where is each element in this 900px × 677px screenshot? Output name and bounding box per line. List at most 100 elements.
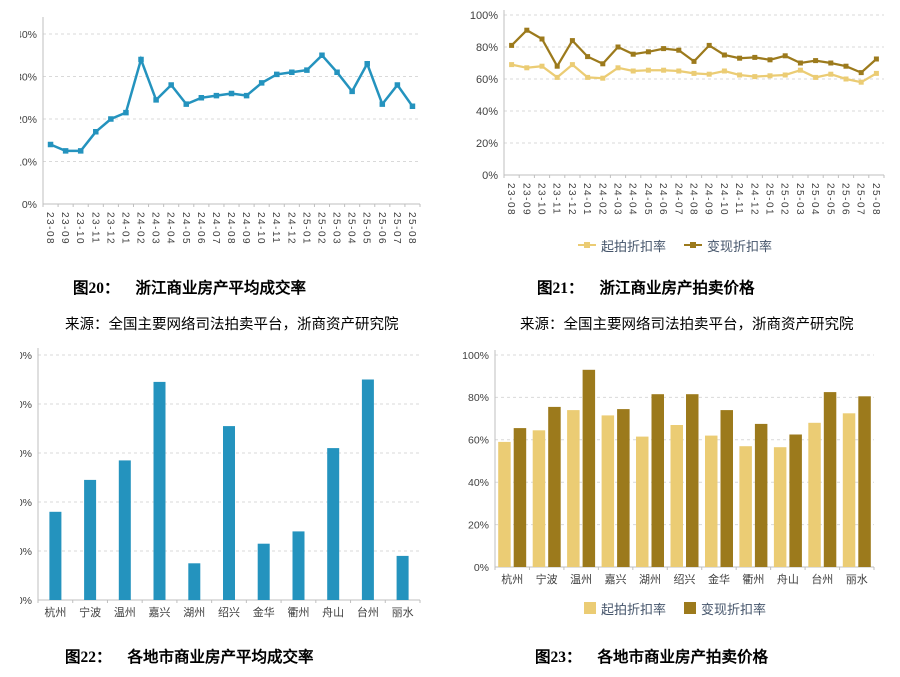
svg-text:24-01: 24-01 (581, 183, 592, 216)
svg-text:24-08: 24-08 (688, 183, 699, 216)
svg-text:80%: 80% (476, 42, 498, 54)
figure23-caption-title: 各地市商业房产拍卖价格 (597, 649, 769, 666)
svg-text:60%: 60% (468, 435, 489, 447)
svg-text:衢州: 衢州 (742, 573, 764, 586)
svg-text:台州: 台州 (357, 605, 379, 619)
qipai-swatch-icon (583, 602, 596, 614)
svg-text:衢州: 衢州 (287, 606, 309, 619)
legend-item-qipai: 起拍折扣率 (577, 236, 666, 255)
svg-text:25-04: 25-04 (809, 183, 820, 216)
svg-text:80%: 80% (468, 392, 489, 404)
svg-text:40%: 40% (20, 29, 37, 41)
figure22-caption: 图22： 各地市商业房产平均成交率 (65, 645, 314, 667)
svg-text:24-05: 24-05 (180, 212, 191, 245)
bianxian-swatch-icon (684, 602, 696, 614)
svg-text:24-12: 24-12 (748, 183, 759, 216)
svg-text:24-04: 24-04 (627, 183, 638, 216)
svg-text:100%: 100% (470, 10, 498, 22)
figure20-caption-label: 图20： (73, 280, 120, 297)
svg-text:30%: 30% (20, 448, 32, 460)
svg-text:25-02: 25-02 (315, 212, 326, 245)
svg-text:25-08: 25-08 (406, 212, 417, 245)
svg-text:24-03: 24-03 (612, 183, 623, 216)
figure20-panel: 0% 10% 20% 30% 40% 23-08 23-09 23-10 23-11 23-12 2… (16, 5, 450, 270)
svg-text:金华: 金华 (708, 572, 730, 586)
svg-text:24-11: 24-11 (270, 212, 281, 244)
svg-text:25-07: 25-07 (855, 183, 866, 216)
svg-text:20%: 20% (20, 497, 32, 509)
legend-item-bianxian: 变现折扣率 (684, 236, 772, 255)
legend-label-qipai-bars: 起拍折扣率 (600, 601, 666, 617)
svg-text:50%: 50% (20, 350, 32, 362)
svg-text:杭州: 杭州 (501, 572, 523, 586)
svg-text:25-01: 25-01 (300, 212, 311, 245)
figure23-panel: 0% 20% 40% 60% 80% 100% 杭州 宁波 温州 嘉兴 湖州 绍兴 金华 衢州 舟山 台州 丽水 (455, 345, 895, 597)
svg-text:24-06: 24-06 (657, 183, 668, 216)
bianxian-line-marker-icon (684, 241, 702, 249)
svg-text:25-03: 25-03 (331, 212, 342, 245)
figure20-line-chart: 0% 10% 20% 30% 40% 23-08 23-09 23-10 23-11 23-12 2… (16, 5, 450, 270)
legend-label-bianxian-bars: 变现折扣率 (701, 601, 767, 617)
svg-text:24-10: 24-10 (255, 212, 266, 245)
figure22-caption-title: 各地市商业房产平均成交率 (127, 649, 314, 666)
legend-item-qipai-bars: 起拍折扣率 (583, 599, 666, 618)
figure23-caption-label: 图23： (535, 649, 582, 666)
figure21-panel: 0% 20% 40% 60% 80% 100% 23-08 23-09 23-10 23-11 23… (455, 5, 895, 247)
figure21-source-note: 来源：全国主要网络司法拍卖平台，浙商资产研究院 (520, 317, 854, 333)
svg-text:25-08: 25-08 (870, 183, 881, 216)
svg-text:24-10: 24-10 (718, 183, 729, 216)
svg-text:23-10: 23-10 (536, 183, 547, 216)
figure23-bar-chart: 0% 20% 40% 60% 80% 100% 杭州 宁波 温州 嘉兴 湖州 绍兴 金华 衢州 舟山 台州 丽水 (455, 345, 895, 600)
figure21-caption: 图21： 浙江商业房产拍卖价格 (537, 276, 755, 298)
svg-text:25-04: 25-04 (346, 212, 357, 245)
svg-text:宁波: 宁波 (536, 572, 558, 586)
svg-text:25-01: 25-01 (764, 183, 775, 216)
svg-text:宁波: 宁波 (79, 605, 101, 619)
svg-text:25-05: 25-05 (361, 212, 372, 245)
svg-text:40%: 40% (476, 106, 498, 118)
svg-text:100%: 100% (462, 350, 489, 362)
svg-text:10%: 10% (20, 156, 37, 168)
figure21-line-chart: 0% 20% 40% 60% 80% 100% 23-08 23-09 23-10 23-11 23… (455, 5, 895, 250)
legend-label-qipai: 起拍折扣率 (600, 238, 666, 254)
svg-text:丽水: 丽水 (392, 606, 414, 619)
svg-text:24-11: 24-11 (733, 183, 744, 215)
svg-text:30%: 30% (20, 71, 37, 83)
svg-text:24-08: 24-08 (225, 212, 236, 245)
svg-text:25-05: 25-05 (824, 183, 835, 216)
svg-text:25-03: 25-03 (794, 183, 805, 216)
svg-text:25-02: 25-02 (779, 183, 790, 216)
svg-text:23-11: 23-11 (89, 212, 100, 244)
svg-text:嘉兴: 嘉兴 (605, 572, 627, 586)
svg-text:0%: 0% (20, 595, 32, 607)
svg-text:24-03: 24-03 (150, 212, 161, 245)
svg-text:23-08: 23-08 (44, 212, 55, 245)
svg-text:23-12: 23-12 (104, 212, 115, 245)
svg-text:湖州: 湖州 (639, 573, 661, 586)
svg-text:24-07: 24-07 (672, 183, 683, 216)
figure23-caption: 图23： 各地市商业房产拍卖价格 (535, 645, 768, 667)
svg-text:60%: 60% (476, 74, 498, 86)
svg-text:23-10: 23-10 (74, 212, 85, 245)
svg-text:24-01: 24-01 (119, 212, 130, 245)
svg-text:25-06: 25-06 (840, 183, 851, 216)
svg-text:嘉兴: 嘉兴 (149, 605, 171, 619)
svg-text:金华: 金华 (253, 605, 275, 619)
svg-text:23-12: 23-12 (566, 183, 577, 216)
svg-text:23-09: 23-09 (520, 183, 531, 216)
svg-text:绍兴: 绍兴 (218, 605, 240, 619)
svg-text:舟山: 舟山 (777, 572, 799, 586)
svg-text:台州: 台州 (811, 572, 833, 586)
svg-text:25-07: 25-07 (391, 212, 402, 245)
figure20-caption: 图20： 浙江商业房产平均成交率 (73, 276, 306, 298)
svg-text:24-09: 24-09 (703, 183, 714, 216)
svg-text:25-06: 25-06 (376, 212, 387, 245)
figure20-caption-title: 浙江商业房产平均成交率 (135, 280, 307, 297)
svg-text:24-02: 24-02 (596, 183, 607, 216)
svg-text:24-04: 24-04 (165, 212, 176, 245)
svg-text:20%: 20% (20, 114, 37, 126)
legend-label-bianxian: 变现折扣率 (707, 238, 773, 254)
